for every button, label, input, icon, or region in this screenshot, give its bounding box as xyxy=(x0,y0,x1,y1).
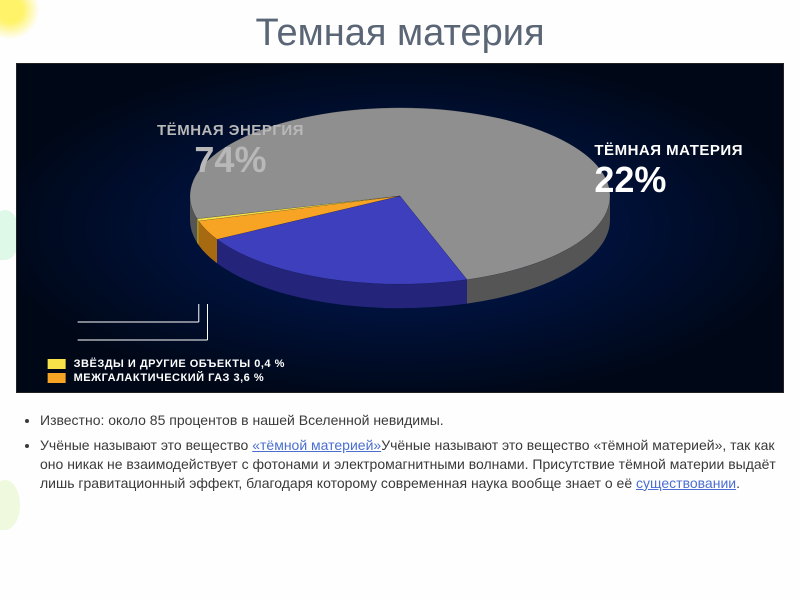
link-existence[interactable]: существовании xyxy=(636,475,736,491)
body-text: Известно: около 85 процентов в нашей Все… xyxy=(0,393,800,493)
slice-label-dark-energy: ТЁМНАЯ ЭНЕРГИЯ 74% xyxy=(157,122,304,181)
pie-chart-container: ТЁМНАЯ ЭНЕРГИЯ 74% ТЁМНАЯ МАТЕРИЯ 22% ЗВ… xyxy=(16,63,784,393)
bullet-2: Учёные называют это вещество «тёмной мат… xyxy=(40,436,778,493)
slice-label-dark-matter: ТЁМНАЯ МАТЕРИЯ 22% xyxy=(594,142,743,201)
leader-label: МЕЖГАЛАКТИЧЕСКИЙ ГАЗ 3,6 % xyxy=(74,372,265,384)
bullet-1: Известно: около 85 процентов в нашей Все… xyxy=(40,411,778,430)
link-dark-matter[interactable]: «тёмной материей» xyxy=(252,437,381,453)
leader-label: ЗВЁЗДЫ И ДРУГИЕ ОБЪЕКТЫ 0,4 % xyxy=(74,358,285,370)
swatch-icon xyxy=(48,373,66,383)
leader-row: ЗВЁЗДЫ И ДРУГИЕ ОБЪЕКТЫ 0,4 % xyxy=(48,358,753,370)
decorative-sun xyxy=(0,0,40,40)
leader-row: МЕЖГАЛАКТИЧЕСКИЙ ГАЗ 3,6 % xyxy=(48,372,753,384)
leader-legend: ЗВЁЗДЫ И ДРУГИЕ ОБЪЕКТЫ 0,4 % МЕЖГАЛАКТИЧ… xyxy=(48,304,753,384)
leader-lines xyxy=(48,304,748,356)
page-title: Темная материя xyxy=(0,0,800,63)
swatch-icon xyxy=(48,359,66,369)
